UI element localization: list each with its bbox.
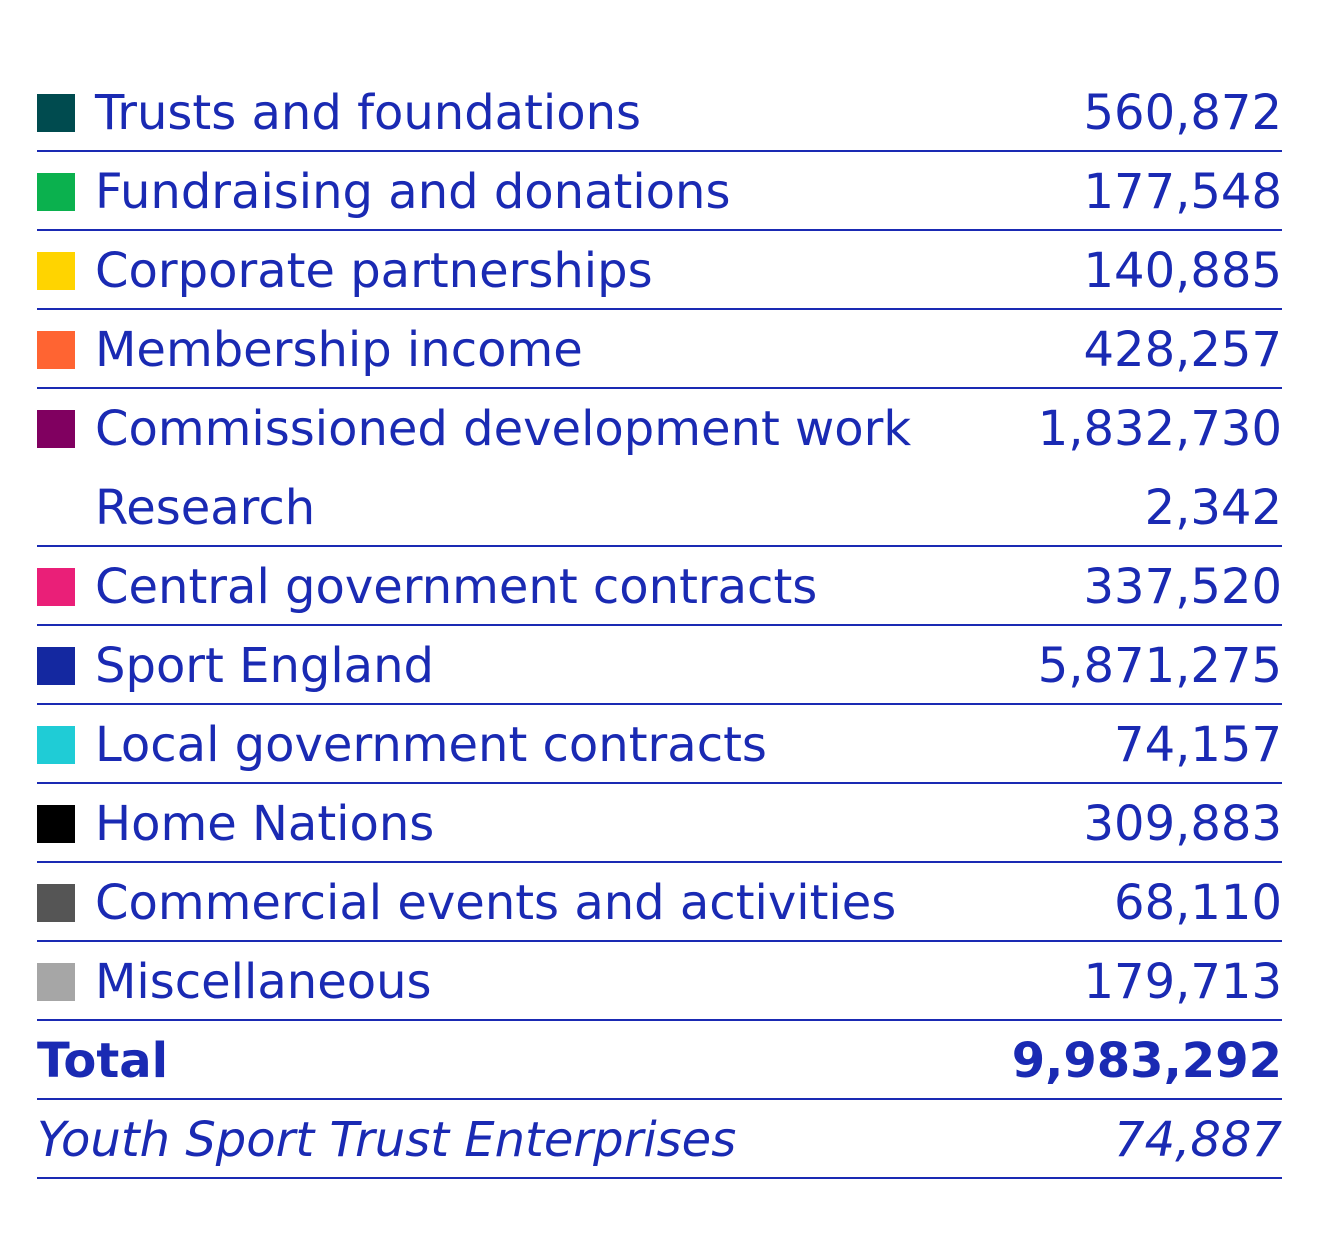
color-swatch (37, 963, 75, 1001)
color-swatch (37, 884, 75, 922)
row-value: 179,713 (1083, 954, 1283, 1010)
row-value: 337,520 (1083, 559, 1283, 615)
row-value: 560,872 (1083, 85, 1283, 141)
row-label: Trusts and foundations (95, 85, 642, 141)
income-row-research: Research 2,342 (37, 468, 1282, 547)
row-label: Local government contracts (95, 717, 767, 773)
row-value: 140,885 (1083, 243, 1283, 299)
row-label: Miscellaneous (95, 954, 432, 1010)
row-label: Commercial events and activities (95, 875, 897, 931)
total-row: Total 9,983,292 (37, 1021, 1282, 1100)
total-label: Total (37, 1033, 169, 1089)
color-swatch (37, 252, 75, 290)
income-row-corporate: Corporate partnerships 140,885 (37, 231, 1282, 310)
income-row-trusts: Trusts and foundations 560,872 (37, 73, 1282, 152)
row-label: Corporate partnerships (95, 243, 653, 299)
enterprises-label: Youth Sport Trust Enterprises (37, 1112, 737, 1168)
income-table: Trusts and foundations 560,872 Fundraisi… (37, 73, 1282, 1179)
row-label: Sport England (95, 638, 434, 694)
row-label: Membership income (95, 322, 583, 378)
row-value: 309,883 (1083, 796, 1283, 852)
row-value: 1,832,730 (1037, 401, 1282, 457)
income-row-commissioned: Commissioned development work 1,832,730 (37, 389, 1282, 468)
row-value: 428,257 (1083, 322, 1283, 378)
income-row-commercial-events: Commercial events and activities 68,110 (37, 863, 1282, 942)
row-label: Central government contracts (95, 559, 818, 615)
income-row-local-government: Local government contracts 74,157 (37, 705, 1282, 784)
color-swatch (37, 410, 75, 448)
row-value: 68,110 (1114, 875, 1282, 931)
row-value: 5,871,275 (1037, 638, 1282, 694)
color-swatch (37, 94, 75, 132)
row-value: 74,157 (1114, 717, 1282, 773)
color-swatch (37, 647, 75, 685)
row-label: Commissioned development work (95, 401, 912, 457)
total-value: 9,983,292 (1011, 1033, 1282, 1089)
income-row-home-nations: Home Nations 309,883 (37, 784, 1282, 863)
row-label: Home Nations (95, 796, 435, 852)
row-value: 2,342 (1144, 480, 1282, 536)
enterprises-value: 74,887 (1114, 1112, 1282, 1168)
enterprises-row: Youth Sport Trust Enterprises 74,887 (37, 1100, 1282, 1179)
color-swatch (37, 173, 75, 211)
color-swatch (37, 568, 75, 606)
income-row-sport-england: Sport England 5,871,275 (37, 626, 1282, 705)
income-row-fundraising: Fundraising and donations 177,548 (37, 152, 1282, 231)
color-swatch (37, 331, 75, 369)
income-row-miscellaneous: Miscellaneous 179,713 (37, 942, 1282, 1021)
row-label: Research (95, 480, 316, 536)
color-swatch (37, 805, 75, 843)
income-row-membership: Membership income 428,257 (37, 310, 1282, 389)
row-label: Fundraising and donations (95, 164, 731, 220)
row-value: 177,548 (1083, 164, 1283, 220)
color-swatch (37, 726, 75, 764)
income-row-central-government: Central government contracts 337,520 (37, 547, 1282, 626)
